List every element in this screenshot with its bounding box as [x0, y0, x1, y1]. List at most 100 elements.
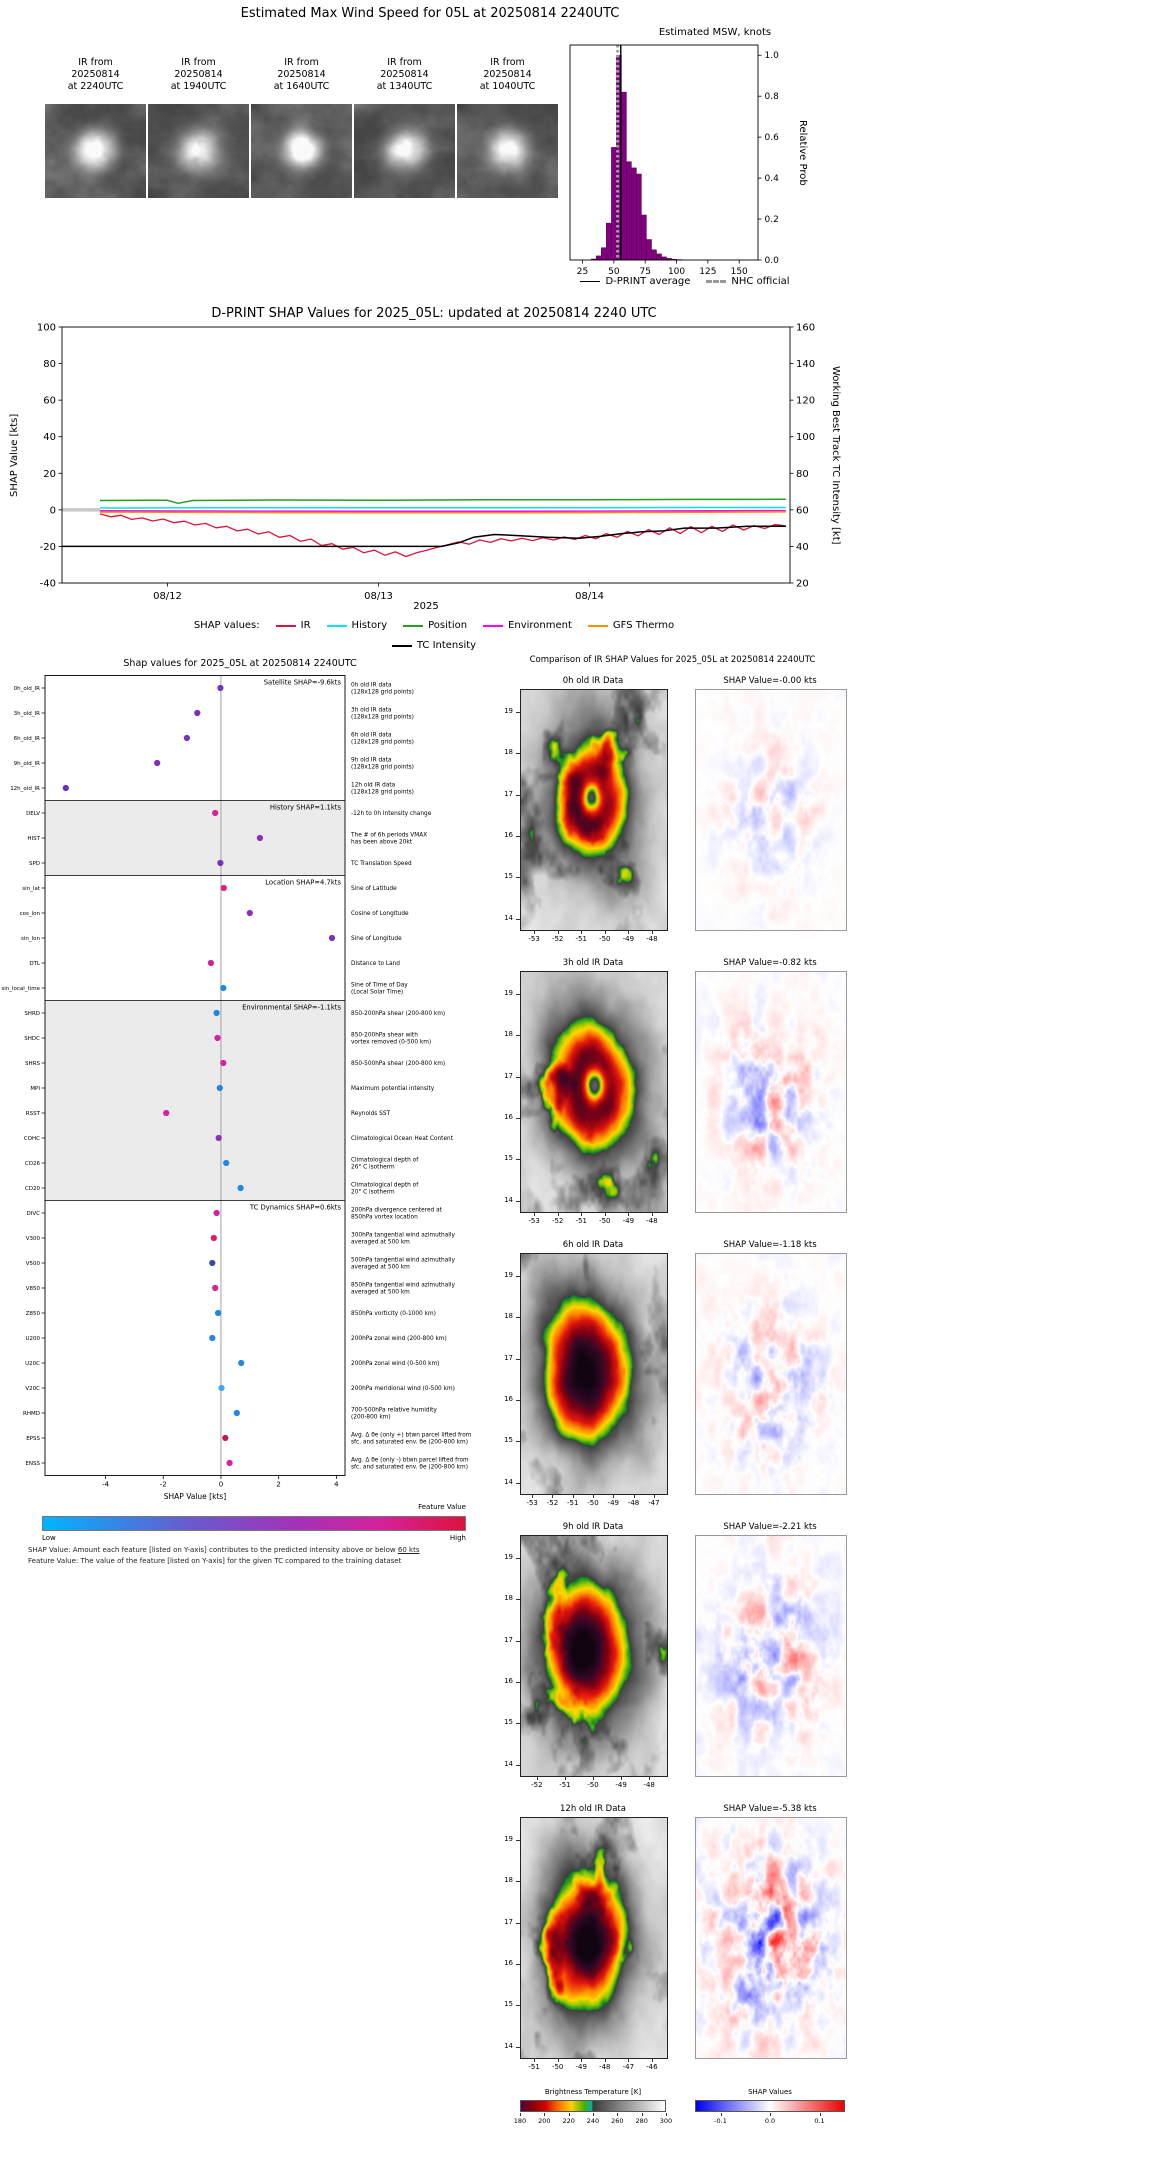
feature-desc: (Local Solar Time)	[351, 989, 403, 995]
cmp-xtick-mark	[604, 930, 606, 934]
cmp-xtick-mark	[651, 1212, 653, 1216]
ts-xtick-label: 08/13	[364, 591, 393, 602]
feature-name-label: U200	[25, 1336, 40, 1342]
feature-desc: 200hPa divergence centered at	[351, 1208, 443, 1214]
cmp-ytick-label: 14	[504, 913, 513, 922]
bt-tick-label: 240	[586, 2117, 600, 2125]
legend-item-Environment: Environment	[483, 620, 572, 631]
feature-desc: sfc. and saturated env. θe (200-800 km)	[351, 1464, 468, 1470]
feature-desc: 26° C isotherm	[351, 1164, 395, 1170]
cmp-xtick-label: -49	[607, 1499, 619, 1507]
ir-thumb-label: IR from	[181, 57, 216, 68]
cmp-xtick-mark	[651, 930, 653, 934]
cmp-ytick-label: 18	[504, 1876, 513, 1885]
feature-name-label: COHC	[24, 1136, 40, 1142]
group-shap-label: TC Dynamics SHAP=0.6kts	[249, 1204, 342, 1212]
ts-ytick-left: -40	[40, 579, 56, 590]
cmp-ytick-label: 16	[504, 830, 513, 839]
shap-dot-sin_lat	[220, 884, 227, 892]
legend-label: GFS Thermo	[612, 620, 675, 631]
dot-xtick-label: 4	[334, 1481, 339, 1489]
cmp-ytick-mark	[516, 1117, 520, 1119]
shap-colorbar-label: SHAP Values	[748, 2088, 792, 2096]
brightness-temp-colorbar	[520, 2100, 666, 2112]
shap-dot-12h_old_IR	[62, 784, 69, 792]
cmp-ytick-mark	[516, 1200, 520, 1202]
feature-name-label: SHRD	[24, 1011, 40, 1017]
feature-desc: Sine of Latitude	[351, 886, 397, 892]
feature-desc: (128x128 grid points)	[351, 764, 414, 770]
feature-desc: 850-200hPa shear with	[351, 1033, 418, 1039]
feature-name-label: 12h_old_IR	[10, 786, 40, 792]
hist-ytick-label: 0.6	[765, 133, 780, 143]
feature-name-label: 9h_old_IR	[14, 761, 40, 767]
shap-timeseries-plot: -40 -20 0 20 40 60 80 100 20 40 60 80 100 120 140 160 08…	[37, 323, 815, 603]
bt-tick-label: 180	[513, 2117, 527, 2125]
cmp-shap-image	[695, 1817, 847, 2059]
bt-tick-mark	[617, 2113, 619, 2116]
legend-item-Position: Position	[403, 620, 467, 631]
timeseries-legend-row2: TC Intensity	[0, 640, 868, 651]
bt-tick-mark	[641, 2113, 643, 2116]
axes-spines	[61, 326, 791, 584]
cmp-xtick-mark	[534, 1212, 536, 1216]
feature-desc: 850hPa vorticity (0-1000 km)	[351, 1311, 436, 1317]
bt-tick-mark	[544, 2113, 546, 2116]
hist-bar	[661, 256, 667, 261]
cmp-xtick-label: -48	[646, 935, 658, 943]
cmp-shap-title: SHAP Value=-2.21 kts	[723, 1522, 817, 1532]
cmp-ytick-label: 17	[504, 1071, 513, 1080]
dot-xtick-label: 2	[276, 1481, 280, 1489]
cmp-xtick-label: -47	[622, 2063, 635, 2071]
bt-tick-mark	[593, 2113, 594, 2116]
hist-ytick-label: 1.0	[765, 51, 780, 61]
hist-ytick-label: 0.2	[765, 215, 779, 225]
ts-xtick-label: 08/12	[153, 591, 182, 602]
series-line-Position	[99, 498, 786, 505]
feature-desc: (128x128 grid points)	[351, 789, 414, 795]
hist-bar	[646, 239, 652, 261]
ir-thumb-label: IR from	[387, 57, 422, 68]
feature-name-label: V300	[26, 1236, 41, 1242]
cmp-ytick-label: 19	[504, 1834, 513, 1843]
cmp-ir-title: 3h old IR Data	[562, 958, 624, 968]
feature-desc: 850-200hPa shear (200-800 km)	[351, 1011, 445, 1017]
cmp-xtick-label: -52	[551, 1217, 564, 1225]
shapbar-tick-label: 0.1	[814, 2117, 825, 2125]
footnote-feature-value: Feature Value: The value of the feature …	[28, 1557, 402, 1565]
cmp-ytick-label: 18	[504, 748, 513, 757]
cmp-xtick-label: -46	[646, 2063, 658, 2071]
shap-dot-6h_old_IR	[183, 734, 190, 742]
cmp-ytick-mark	[516, 877, 520, 879]
legend-item-History: History	[326, 620, 387, 631]
cmp-ytick-mark	[516, 993, 520, 995]
hist-bar	[596, 255, 602, 261]
ts-ytick-left: 40	[43, 432, 56, 443]
cmp-ir-image	[520, 1817, 668, 2059]
feature-name-label: cos_lon	[20, 911, 41, 917]
line-swatch-icon	[403, 624, 424, 627]
line-swatch-icon	[483, 624, 504, 627]
feature-desc: Climatological depth of	[351, 1183, 419, 1189]
hist-bar	[631, 167, 637, 261]
feature-name-label: EPSS	[26, 1436, 40, 1442]
feature-desc: vortex removed (0-500 km)	[351, 1039, 431, 1045]
feature-desc: averaged at 500 km	[351, 1289, 410, 1295]
cmp-ytick-label: 19	[504, 1552, 513, 1561]
cmp-xtick-mark	[564, 1776, 566, 1780]
ts-ytick-left: 80	[43, 359, 56, 370]
cmp-ytick-label: 15	[504, 2000, 513, 2009]
shap-dot-SHRS	[220, 1059, 227, 1067]
feature-name-label: SHRS	[25, 1061, 40, 1067]
feature-desc: 200hPa meridional wind (0-500 km)	[351, 1386, 455, 1392]
cmp-shap-title: SHAP Value=-5.38 kts	[723, 1804, 817, 1814]
group-shap-label: Location SHAP=4.7kts	[265, 879, 341, 887]
feature-desc: 200hPa zonal wind (0-500 km)	[351, 1361, 439, 1367]
cmp-ir-image	[520, 689, 668, 931]
footnote-text: SHAP Value: Amount each feature [listed …	[28, 1546, 398, 1554]
cmp-ytick-mark	[516, 835, 520, 837]
ts-ytick-right: 80	[796, 469, 809, 480]
cmp-ytick-mark	[516, 1275, 520, 1277]
feature-name-label: DTL	[29, 961, 41, 967]
